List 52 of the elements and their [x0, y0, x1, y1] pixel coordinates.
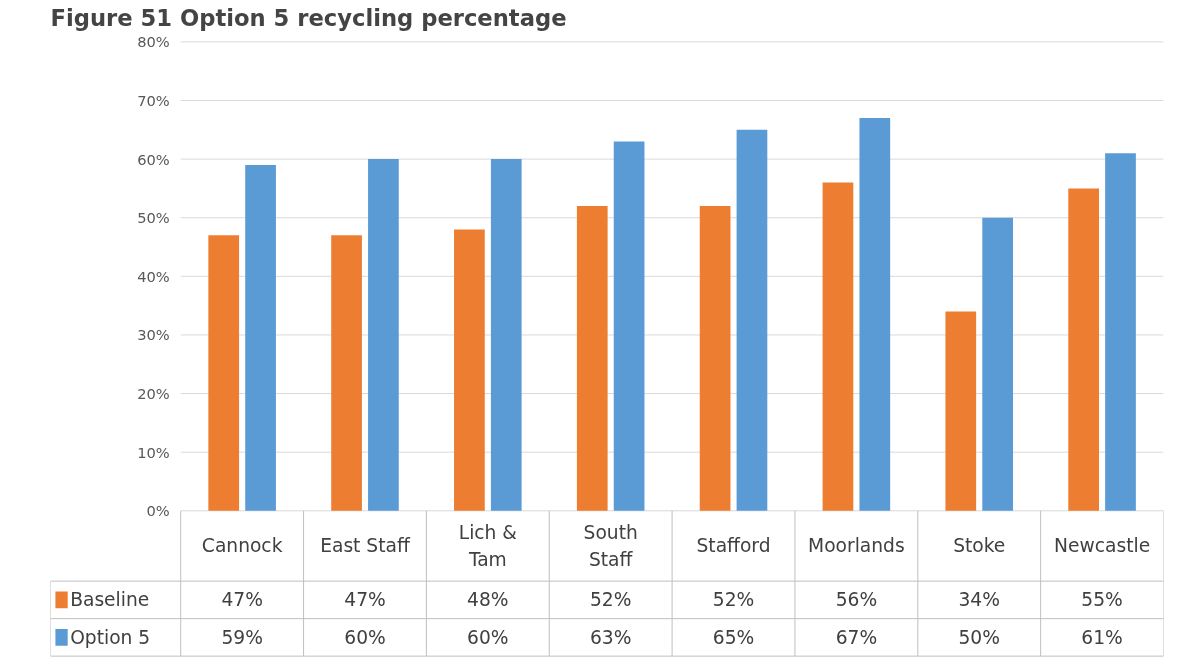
data-label: 47%: [344, 589, 386, 611]
bar: [245, 164, 276, 511]
x-tick-label: Stafford: [696, 535, 771, 557]
bar: [1068, 188, 1100, 511]
bar: [1105, 153, 1136, 511]
data-label: 52%: [589, 589, 632, 611]
data-label: 50%: [958, 626, 1000, 648]
bar: [613, 141, 645, 511]
bar: [699, 206, 731, 511]
x-tick-label: Stoke: [953, 535, 1006, 557]
bar: [576, 206, 608, 511]
data-label: 34%: [958, 589, 1000, 611]
y-tick-label: 30%: [137, 326, 170, 344]
data-label: 65%: [712, 626, 755, 648]
bar: [859, 118, 891, 511]
bar: [822, 182, 854, 511]
data-label: 63%: [589, 626, 632, 648]
bar: [945, 311, 977, 511]
x-tick-label: Moorlands: [808, 535, 905, 557]
data-label: 59%: [221, 626, 263, 648]
data-label: 60%: [467, 626, 509, 648]
data-label: 61%: [1081, 626, 1123, 648]
y-tick-label: 60%: [137, 150, 170, 168]
y-tick-label: 40%: [137, 267, 170, 285]
data-label: 60%: [344, 626, 386, 648]
data-label: 47%: [221, 589, 263, 611]
data-label: 56%: [835, 589, 878, 611]
legend-label: Option 5: [70, 626, 151, 648]
bar: [736, 129, 768, 511]
y-tick-label: 80%: [137, 33, 170, 51]
data-label: 52%: [712, 589, 755, 611]
x-tick-label: Cannock: [201, 535, 283, 557]
y-tick-label: 0%: [146, 502, 170, 520]
bar: [331, 235, 362, 511]
chart-title: Figure 51 Option 5 recycling percentage: [50, 4, 567, 31]
y-tick-label: 10%: [137, 443, 170, 461]
data-label: 55%: [1081, 589, 1123, 611]
data-label: 48%: [467, 589, 509, 611]
x-tick-label: East Staff: [320, 535, 411, 557]
y-tick-label: 20%: [137, 385, 170, 403]
bar: [982, 217, 1014, 511]
data-label: 67%: [835, 626, 878, 648]
legend-label: Baseline: [70, 589, 150, 611]
x-tick-label: South Staff: [583, 521, 638, 571]
bar: [368, 159, 399, 511]
y-tick-label: 70%: [137, 91, 170, 109]
bar: [454, 229, 485, 511]
x-tick-label: Lich & Tam: [458, 521, 517, 571]
y-tick-label: 50%: [137, 209, 170, 227]
x-tick-label: Newcastle: [1054, 535, 1151, 557]
bar: [490, 159, 522, 511]
bar: [208, 235, 240, 511]
